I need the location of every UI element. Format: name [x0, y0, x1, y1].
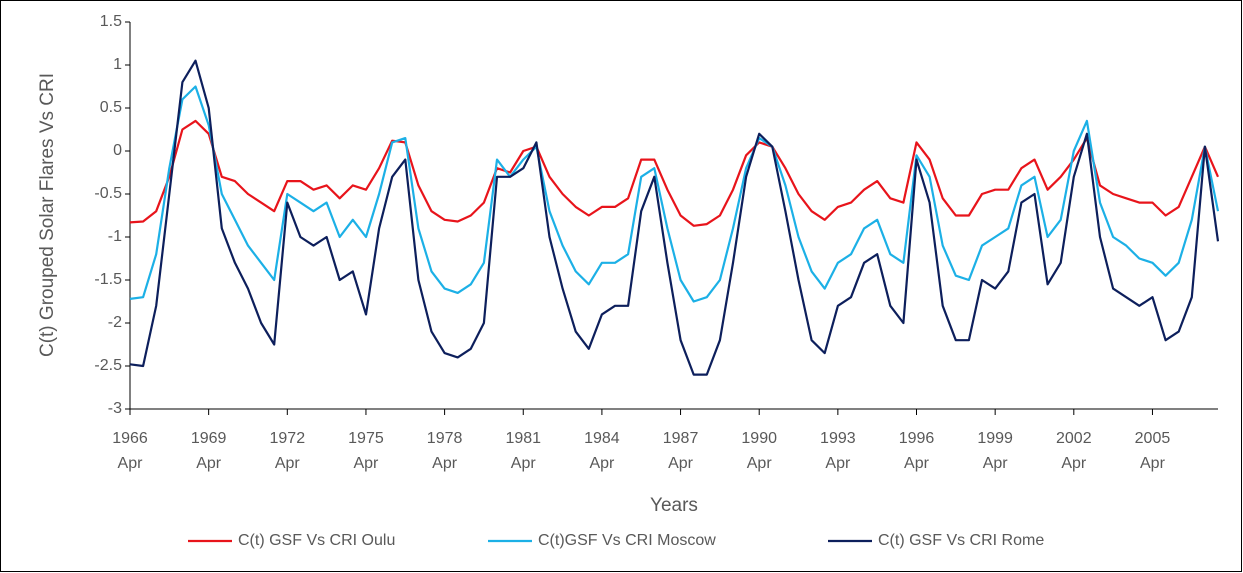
x-tick-label: 1984 Apr [584, 430, 620, 472]
x-tick-label: 1969 Apr [191, 430, 227, 472]
x-tick-label: 1996 Apr [899, 430, 935, 472]
legend-label: C(t) GSF Vs CRI Rome [878, 532, 1044, 549]
x-tick-label: 1966 Apr [112, 430, 148, 472]
x-tick-label: 1981 Apr [505, 430, 541, 472]
x-tick-label: 1987 Apr [663, 430, 699, 472]
y-tick-label: 1 [113, 56, 122, 73]
series-line [129, 119, 1220, 227]
x-axis-title: Years [650, 495, 698, 516]
x-tick-label: 1999 Apr [977, 430, 1013, 472]
y-tick-label: -1 [108, 228, 122, 245]
legend-label: C(t)GSF Vs CRI Moscow [538, 532, 716, 549]
y-axis-title: C(t) Grouped Solar Flares Vs CRI [37, 73, 58, 357]
x-tick-label: 1990 Apr [741, 430, 777, 472]
x-tick-label: 2002 Apr [1056, 430, 1092, 472]
x-tick-label: 1993 Apr [820, 430, 856, 472]
y-tick-label: 1.5 [100, 13, 122, 30]
y-tick-label: 0.5 [100, 99, 122, 116]
x-tick-label: 1972 Apr [270, 430, 306, 472]
y-tick-label: 0 [113, 142, 122, 159]
y-tick-label: -2.5 [94, 357, 122, 374]
x-tick-label: 2005 Apr [1135, 430, 1171, 472]
x-tick-label: 1978 Apr [427, 430, 463, 472]
x-tick-label: 1975 Apr [348, 430, 384, 472]
legend-label: C(t) GSF Vs CRI Oulu [238, 532, 395, 549]
y-tick-label: -3 [108, 400, 122, 417]
y-tick-label: -1.5 [94, 271, 122, 288]
y-tick-label: -0.5 [94, 185, 122, 202]
y-tick-label: -2 [108, 314, 122, 331]
series-line [129, 85, 1220, 303]
series-line [129, 59, 1220, 376]
